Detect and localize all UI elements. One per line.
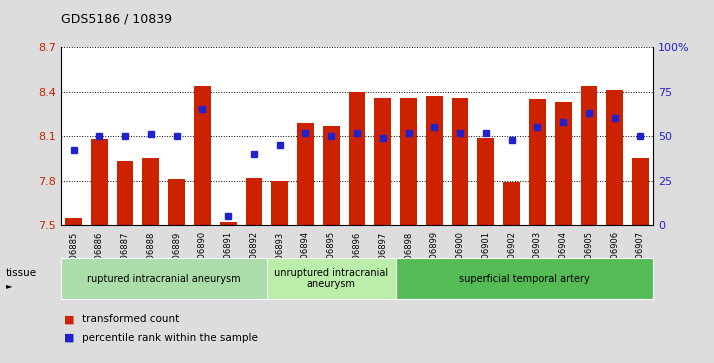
Bar (478, 138, 494, 225)
Bar (194, 86, 211, 225)
Bar (606, 90, 623, 225)
Bar (169, 179, 185, 225)
Bar (297, 123, 314, 225)
Text: GDS5186 / 10839: GDS5186 / 10839 (61, 12, 171, 25)
Bar (91, 139, 108, 225)
Bar (400, 98, 417, 225)
Text: transformed count: transformed count (82, 314, 179, 325)
Text: ruptured intracranial aneurysm: ruptured intracranial aneurysm (87, 274, 241, 284)
Bar (632, 158, 649, 225)
Bar (116, 161, 134, 225)
Bar (452, 98, 468, 225)
Bar (348, 91, 366, 225)
Text: percentile rank within the sample: percentile rank within the sample (82, 333, 258, 343)
Bar (503, 182, 520, 225)
Text: ►: ► (6, 281, 12, 290)
Bar (246, 178, 262, 225)
Text: superficial temporal artery: superficial temporal artery (459, 274, 590, 284)
Text: unruptured intracranial
aneurysm: unruptured intracranial aneurysm (274, 268, 388, 289)
Bar (271, 180, 288, 225)
Bar (580, 86, 598, 225)
Text: ■: ■ (64, 333, 75, 343)
Bar (426, 96, 443, 225)
Bar (65, 218, 82, 225)
Bar (374, 98, 391, 225)
Text: ■: ■ (64, 314, 75, 325)
Bar (529, 99, 545, 225)
Bar (220, 222, 236, 225)
Bar (143, 158, 159, 225)
Text: tissue: tissue (6, 268, 37, 278)
Bar (323, 126, 340, 225)
Bar (555, 102, 571, 225)
